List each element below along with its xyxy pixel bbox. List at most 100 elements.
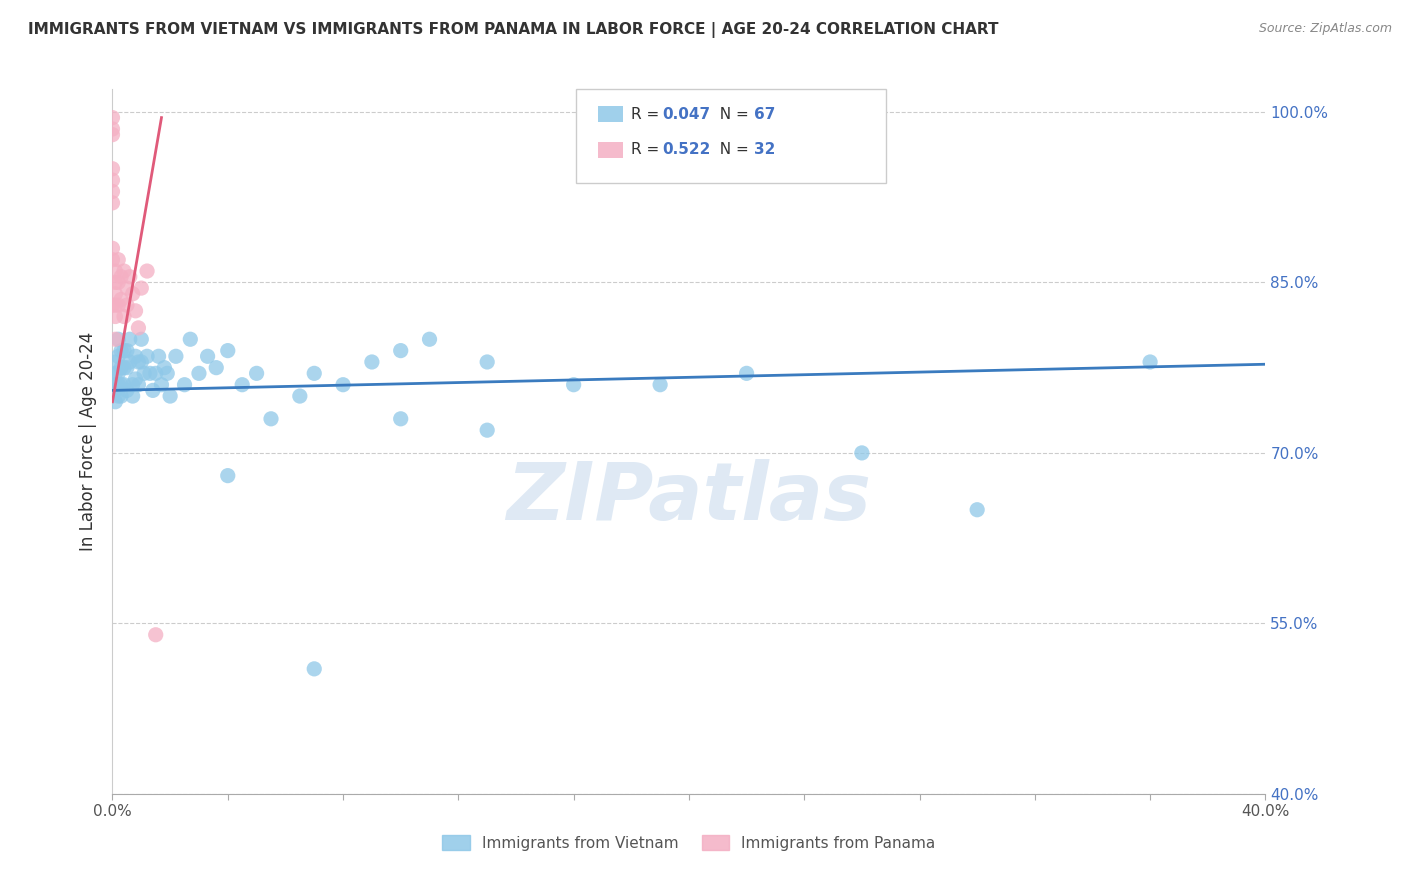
Point [124, 303, 146, 318]
Point [104, 286, 127, 301]
Point [124, 372, 146, 386]
Point [332, 377, 354, 392]
Text: 67: 67 [754, 107, 775, 121]
Point [104, 264, 127, 278]
Point [129, 355, 153, 369]
Point [101, 122, 124, 136]
Point [179, 332, 201, 346]
Point [104, 367, 127, 381]
Point [115, 343, 138, 358]
Point [129, 332, 153, 346]
Point [101, 195, 124, 210]
Point [142, 384, 165, 398]
Point [145, 628, 167, 642]
Text: N =: N = [710, 107, 754, 121]
Point [118, 355, 141, 369]
Point [110, 269, 132, 284]
Legend: Immigrants from Vietnam, Immigrants from Panama: Immigrants from Vietnam, Immigrants from… [436, 829, 942, 856]
Point [145, 367, 167, 381]
Point [1139, 355, 1161, 369]
Point [150, 377, 173, 392]
Point [110, 360, 132, 375]
Point [197, 349, 219, 363]
Point [118, 269, 141, 284]
Point [735, 367, 758, 381]
Point [136, 349, 159, 363]
Point [159, 389, 181, 403]
Point [304, 662, 326, 676]
Text: N =: N = [710, 143, 754, 157]
Point [104, 377, 127, 392]
Point [127, 377, 149, 392]
Point [115, 360, 138, 375]
Point [104, 276, 127, 290]
Text: ZIPatlas: ZIPatlas [506, 458, 872, 537]
Point [127, 321, 149, 335]
Point [110, 377, 132, 392]
Point [165, 349, 187, 363]
Point [101, 111, 124, 125]
Point [110, 343, 132, 358]
Point [101, 128, 124, 142]
Point [110, 293, 132, 307]
Point [101, 185, 124, 199]
Point [101, 173, 124, 187]
Point [205, 360, 228, 375]
Point [107, 389, 129, 403]
Point [304, 367, 326, 381]
Point [562, 377, 585, 392]
Point [115, 384, 138, 398]
Point [121, 286, 143, 301]
Point [112, 360, 135, 375]
Point [107, 298, 129, 312]
Point [360, 355, 382, 369]
Point [101, 298, 124, 312]
Point [101, 252, 124, 267]
Point [650, 377, 672, 392]
Point [121, 377, 143, 392]
Point [104, 332, 127, 346]
Text: IMMIGRANTS FROM VIETNAM VS IMMIGRANTS FROM PANAMA IN LABOR FORCE | AGE 20-24 COR: IMMIGRANTS FROM VIETNAM VS IMMIGRANTS FR… [28, 22, 998, 38]
Point [389, 343, 412, 358]
Text: R =: R = [631, 107, 665, 121]
Point [851, 446, 873, 460]
Point [134, 367, 156, 381]
Point [127, 355, 149, 369]
Point [231, 377, 253, 392]
Point [148, 349, 170, 363]
Point [104, 310, 127, 324]
Point [217, 468, 239, 483]
Point [156, 367, 179, 381]
Point [966, 502, 988, 516]
Point [112, 264, 135, 278]
Point [136, 264, 159, 278]
Point [475, 423, 499, 437]
Point [101, 161, 124, 176]
Point [118, 332, 141, 346]
Point [139, 367, 162, 381]
Point [389, 412, 412, 426]
Point [104, 355, 127, 369]
Point [104, 298, 127, 312]
Point [104, 384, 127, 398]
Point [107, 377, 129, 392]
Point [188, 367, 211, 381]
Point [246, 367, 269, 381]
Point [101, 241, 124, 255]
Point [260, 412, 283, 426]
Text: 0.047: 0.047 [662, 107, 710, 121]
Point [173, 377, 195, 392]
Y-axis label: In Labor Force | Age 20-24: In Labor Force | Age 20-24 [79, 332, 97, 551]
Point [110, 389, 132, 403]
Point [107, 367, 129, 381]
Point [107, 276, 129, 290]
Text: R =: R = [631, 143, 665, 157]
Text: 32: 32 [754, 143, 775, 157]
Point [475, 355, 499, 369]
Point [129, 281, 153, 295]
Point [107, 252, 129, 267]
Text: Source: ZipAtlas.com: Source: ZipAtlas.com [1258, 22, 1392, 36]
Point [107, 349, 129, 363]
Point [419, 332, 441, 346]
Point [112, 310, 135, 324]
